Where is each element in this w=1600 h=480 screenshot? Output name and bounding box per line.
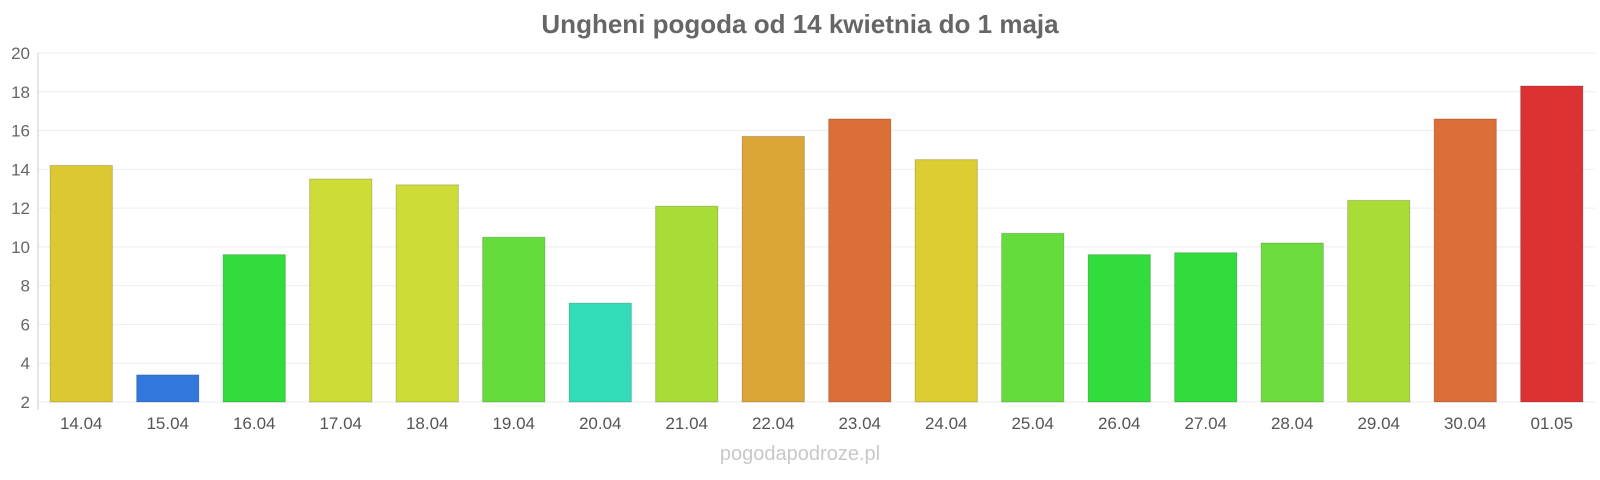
bar-30.04 <box>1433 118 1497 403</box>
bar-18.04 <box>395 184 459 403</box>
y-tick-label: 16 <box>11 122 30 141</box>
y-tick-label: 20 <box>11 44 30 63</box>
bar-14.04 <box>49 164 113 403</box>
bar-20.04 <box>568 302 632 403</box>
x-tick-label: 20.04 <box>579 414 622 433</box>
x-tick-label: 24.04 <box>925 414 968 433</box>
watermark-text: pogodapodroze.pl <box>720 443 880 465</box>
y-tick-label: 2 <box>21 393 30 412</box>
x-tick-label: 19.04 <box>492 414 535 433</box>
x-tick-label: 27.04 <box>1184 414 1227 433</box>
y-tick-label: 10 <box>11 238 30 257</box>
bar-27.04 <box>1174 252 1238 403</box>
bar-25.04 <box>1001 232 1065 403</box>
x-tick-label: 01.05 <box>1530 414 1573 433</box>
x-axis: 14.04 15.04 16.04 17.04 18.04 19.04 20.04 21.04… <box>60 414 1573 433</box>
x-tick-label: 15.04 <box>146 414 189 433</box>
bar-01.05 <box>1520 85 1584 403</box>
y-tick-label: 14 <box>11 160 30 179</box>
bar-29.04 <box>1347 199 1411 403</box>
x-tick-label: 14.04 <box>60 414 103 433</box>
x-tick-label: 26.04 <box>1098 414 1141 433</box>
x-tick-label: 28.04 <box>1271 414 1314 433</box>
chart-title: Ungheni pogoda od 14 kwietnia do 1 maja <box>541 9 1059 39</box>
bar-28.04 <box>1260 242 1324 403</box>
x-tick-label: 22.04 <box>752 414 795 433</box>
bar-17.04 <box>309 178 373 403</box>
bar-21.04 <box>655 205 719 403</box>
x-tick-label: 21.04 <box>665 414 708 433</box>
x-tick-label: 23.04 <box>838 414 881 433</box>
bar-15.04 <box>136 374 200 403</box>
x-tick-label: 17.04 <box>319 414 362 433</box>
bars <box>49 85 1584 403</box>
y-tick-label: 8 <box>21 277 30 296</box>
bar-19.04 <box>482 236 546 403</box>
x-tick-label: 30.04 <box>1444 414 1487 433</box>
grid-lines <box>38 52 1595 403</box>
x-tick-label: 29.04 <box>1357 414 1400 433</box>
x-tick-label: 16.04 <box>233 414 276 433</box>
bar-22.04 <box>741 135 805 403</box>
bar-26.04 <box>1087 254 1151 403</box>
y-tick-label: 6 <box>21 315 30 334</box>
x-tick-label: 25.04 <box>1011 414 1054 433</box>
bar-24.04 <box>914 159 978 403</box>
y-axis: 2 4 6 8 10 12 14 16 18 20 <box>11 44 39 412</box>
x-tick-label: 18.04 <box>406 414 449 433</box>
bar-16.04 <box>222 254 286 403</box>
y-tick-label: 18 <box>11 83 30 102</box>
y-tick-label: 4 <box>21 354 30 373</box>
y-tick-label: 12 <box>11 199 30 218</box>
bar-23.04 <box>828 118 892 403</box>
